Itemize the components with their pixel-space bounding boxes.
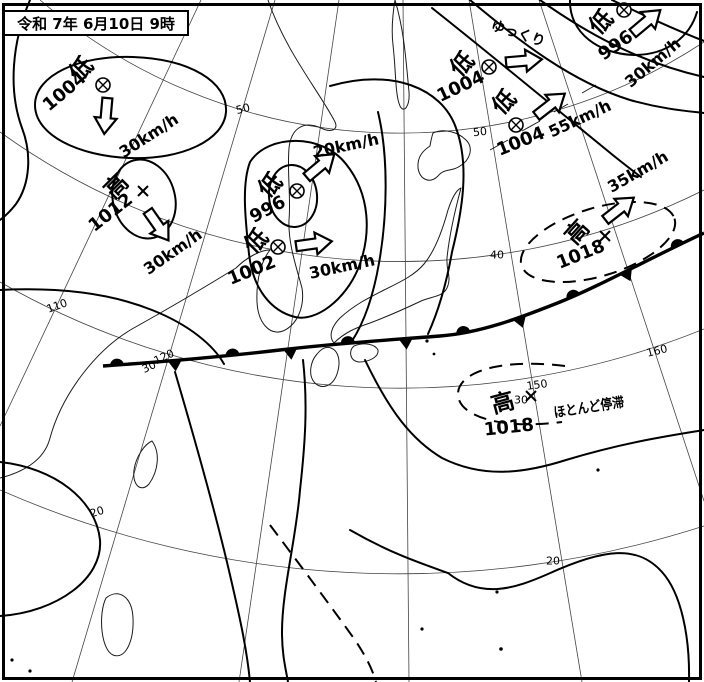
coastline-shikoku (350, 343, 379, 363)
low-center-mark-icon (508, 117, 524, 133)
grid-label: 160 (645, 342, 669, 360)
latitude-line (39, 0, 704, 134)
speed-label: 30km/h (115, 109, 182, 162)
speed-label: 20km/h (311, 129, 381, 162)
front-stationary (102, 231, 704, 368)
isobar (267, 164, 319, 228)
pressure-value: 1004 (38, 67, 91, 116)
grid-label: 20 (546, 554, 560, 568)
high-center-mark-icon (525, 390, 537, 402)
pressure-value: 1002 (224, 251, 279, 290)
speed-label: 30km/h (307, 250, 377, 283)
front-triangle-icon (512, 315, 526, 328)
speed-label: 30km/h (139, 224, 206, 279)
isobars-dashed (269, 200, 677, 682)
coastline-hokkaido (417, 130, 471, 181)
front-triangle-icon (398, 338, 413, 350)
isobar (0, 461, 102, 617)
coastline-kuril-islands (489, 84, 597, 151)
latitude-line (0, 281, 704, 389)
isobar (349, 529, 691, 682)
isobar (174, 371, 251, 682)
front-semicircle-icon (110, 358, 124, 366)
grid-label: 40 (490, 248, 504, 262)
annotation: ほとんど停滞 (552, 394, 626, 422)
coastline-luzon (101, 593, 134, 657)
front-semicircle-icon (566, 289, 580, 300)
pressure-kanji: 低 (487, 85, 522, 120)
speed-label: 55km/h (545, 95, 615, 142)
isobar-dashed (269, 524, 377, 682)
isobar (539, 0, 704, 78)
speed-label: 35km/h (604, 146, 672, 197)
isobar (111, 158, 177, 240)
pressure-value: 1018 (553, 235, 608, 274)
high-center-mark-icon (137, 185, 149, 197)
front-semicircle-icon (340, 336, 355, 344)
low-center-mark-icon (270, 239, 286, 255)
pressure-center-marks (95, 2, 632, 402)
meridian-line (0, 0, 202, 427)
isobar (568, 0, 698, 57)
front-semicircle-icon (670, 239, 684, 249)
annotation: ゆっくり (488, 17, 548, 51)
meridian-line (238, 0, 340, 682)
grid-label: 110 (44, 296, 70, 316)
coastline-asia-korea-china (0, 0, 337, 479)
isobar (0, 288, 225, 365)
isobar-dashed (519, 200, 677, 284)
grid-label: 120 (151, 346, 177, 368)
pressure-kanji: 高 (488, 387, 518, 420)
date-box: 令和 7年 6月10日 9時 (3, 10, 189, 36)
front-semicircle-icon (225, 348, 240, 356)
front-triangle-icon (283, 348, 298, 360)
coastline-kyushu (310, 346, 340, 387)
grid-label: 20 (88, 503, 106, 521)
latitude-line (0, 131, 704, 262)
isobar (0, 0, 31, 221)
front-semicircle-icon (456, 325, 471, 335)
isobar (33, 55, 228, 160)
coastline-taiwan (133, 440, 158, 489)
front-triangle-icon (167, 359, 182, 372)
isobar (329, 78, 465, 335)
pressure-value: 996 (246, 191, 290, 228)
low-center-mark-icon (481, 59, 497, 75)
isobar (280, 359, 307, 682)
isobar (243, 139, 368, 319)
pressure-value: 1018 (482, 414, 535, 441)
pressure-value: 1004 (433, 66, 488, 107)
meridian-line (71, 0, 276, 682)
front-symbols (110, 239, 684, 372)
isobar-dashed (456, 362, 566, 426)
isobar (351, 111, 387, 342)
low-center-mark-icon (289, 183, 305, 199)
coastline-sakhalin (391, 0, 410, 110)
isobar (469, 0, 704, 114)
meridian-line (538, 0, 704, 502)
front-triangle-icon (619, 268, 632, 282)
date-label: 令和 7年 6月10日 9時 (17, 14, 175, 33)
grid-label: 30 (514, 393, 528, 407)
island-dots (10, 339, 600, 673)
pressure-value: 1004 (493, 122, 548, 161)
grid-label: 150 (525, 377, 549, 393)
grid-label: 50 (234, 100, 252, 118)
high-center-mark-icon (599, 230, 611, 242)
low-center-mark-icon (95, 77, 111, 93)
grid-label: 50 (472, 124, 488, 140)
isobar (364, 359, 704, 473)
isobar (431, 7, 642, 178)
